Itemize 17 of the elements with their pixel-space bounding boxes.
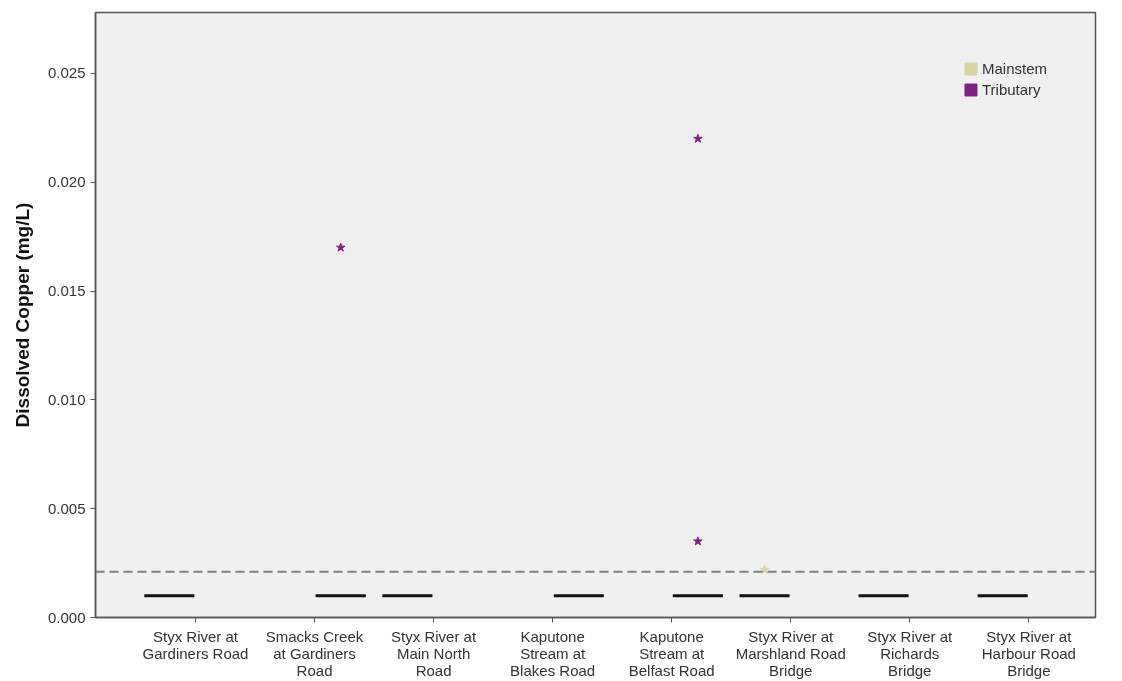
y-axis-title: Dissolved Copper (mg/L) [11, 202, 33, 428]
x-tick-label: Styx River at Main North Road [391, 627, 477, 679]
y-tick-label: 0.020 [47, 173, 86, 191]
legend-label: Tributary [981, 81, 1041, 98]
x-tick-label: Styx River at Marshland Road Bridge [735, 627, 846, 679]
y-tick-label: 0.000 [47, 608, 86, 626]
y-tick-label: 0.025 [47, 64, 86, 82]
y-tick-label: 0.015 [47, 282, 86, 300]
x-tick-label: Kaputone Stream at Belfast Road [628, 627, 715, 679]
y-tick-label: 0.010 [47, 390, 86, 408]
x-tick-label: Styx River at Gardiners Road [142, 627, 249, 662]
legend-label: Mainstem [981, 60, 1047, 77]
y-tick-label: 0.005 [47, 499, 86, 517]
x-tick-label: Styx River at Harbour Road Bridge [981, 627, 1076, 679]
x-tick-label: Styx River at Richards Bridge [867, 627, 954, 679]
x-tick-label: Kaputone Stream at Blakes Road [510, 627, 596, 679]
x-tick-label: Smacks Creek at Gardiners Road [265, 627, 364, 679]
